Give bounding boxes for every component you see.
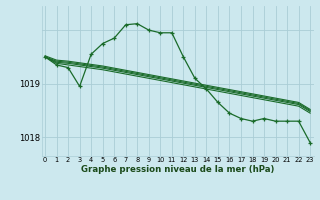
X-axis label: Graphe pression niveau de la mer (hPa): Graphe pression niveau de la mer (hPa): [81, 165, 274, 174]
